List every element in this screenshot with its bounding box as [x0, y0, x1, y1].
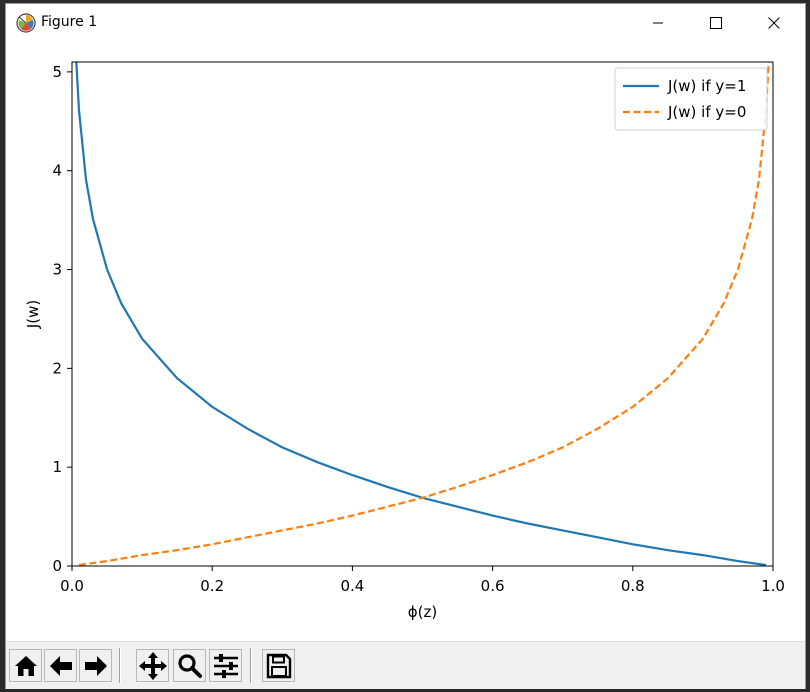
y-tick-label: 3: [52, 261, 62, 279]
minimize-button[interactable]: [629, 4, 687, 42]
y-tick-label: 5: [52, 63, 62, 81]
y-tick-label: 1: [52, 458, 62, 476]
minimize-icon: [653, 22, 663, 24]
zoom-icon: [177, 653, 202, 678]
y-axis: 0 1 2 3 4 5: [52, 63, 72, 575]
title-bar[interactable]: Figure 1: [6, 4, 805, 42]
series-line-2: [78, 62, 770, 566]
y-tick-label: 2: [52, 359, 62, 377]
x-tick-label: 1.0: [761, 577, 785, 595]
back-button[interactable]: [44, 649, 77, 682]
series-line-1: [75, 62, 767, 566]
forward-button[interactable]: [79, 649, 112, 682]
figure-canvas[interactable]: 0.0 0.2 0.4 0.6 0.8 1.0 0 1 2 3 4 5 ϕ(z) J(w) J(w)…: [6, 42, 805, 638]
save-icon: [266, 653, 291, 678]
pan-button[interactable]: [136, 649, 169, 682]
home-icon: [14, 655, 37, 676]
x-tick-label: 0.4: [340, 577, 364, 595]
maximize-icon: [710, 17, 722, 29]
y-axis-label: J(w): [24, 300, 42, 329]
x-tick-label: 0.6: [481, 577, 505, 595]
forward-arrow-icon: [84, 655, 107, 676]
y-tick-label: 4: [52, 162, 62, 180]
close-button[interactable]: [745, 4, 803, 42]
matplotlib-logo-icon: [16, 13, 36, 33]
configure-subplots-icon: [213, 653, 238, 678]
pan-icon: [138, 651, 167, 680]
back-arrow-icon: [49, 655, 72, 676]
configure-subplots-button[interactable]: [209, 649, 242, 682]
y-tick-label: 0: [52, 557, 62, 575]
axes-frame: [71, 61, 774, 567]
toolbar-separator: [250, 648, 252, 683]
navigation-toolbar: [6, 641, 805, 689]
window-title: Figure 1: [41, 14, 98, 30]
legend-box: [614, 67, 768, 131]
line-chart: 0.0 0.2 0.4 0.6 0.8 1.0 0 1 2 3 4 5 ϕ(z) J(w) J(w)…: [24, 61, 785, 621]
close-icon: [768, 17, 780, 29]
legend-label-1: J(w) if y=1: [667, 77, 746, 95]
home-button[interactable]: [9, 649, 42, 682]
figure-window: Figure 1 0.0 0.2 0.4 0.6 0.8 1.0 0 1 2 3 4 5 ϕ(z) …: [5, 3, 806, 689]
x-axis-label: ϕ(z): [408, 603, 437, 621]
x-tick-label: 0.2: [200, 577, 224, 595]
zoom-button[interactable]: [173, 649, 206, 682]
x-axis: 0.0 0.2 0.4 0.6 0.8 1.0: [60, 566, 785, 595]
maximize-button[interactable]: [687, 4, 745, 42]
legend-label-2: J(w) if y=0: [667, 103, 746, 121]
toolbar-separator: [119, 648, 121, 683]
x-tick-label: 0.0: [60, 577, 84, 595]
legend: J(w) if y=1 J(w) if y=0: [614, 67, 768, 131]
save-button[interactable]: [262, 649, 295, 682]
x-tick-label: 0.8: [621, 577, 645, 595]
